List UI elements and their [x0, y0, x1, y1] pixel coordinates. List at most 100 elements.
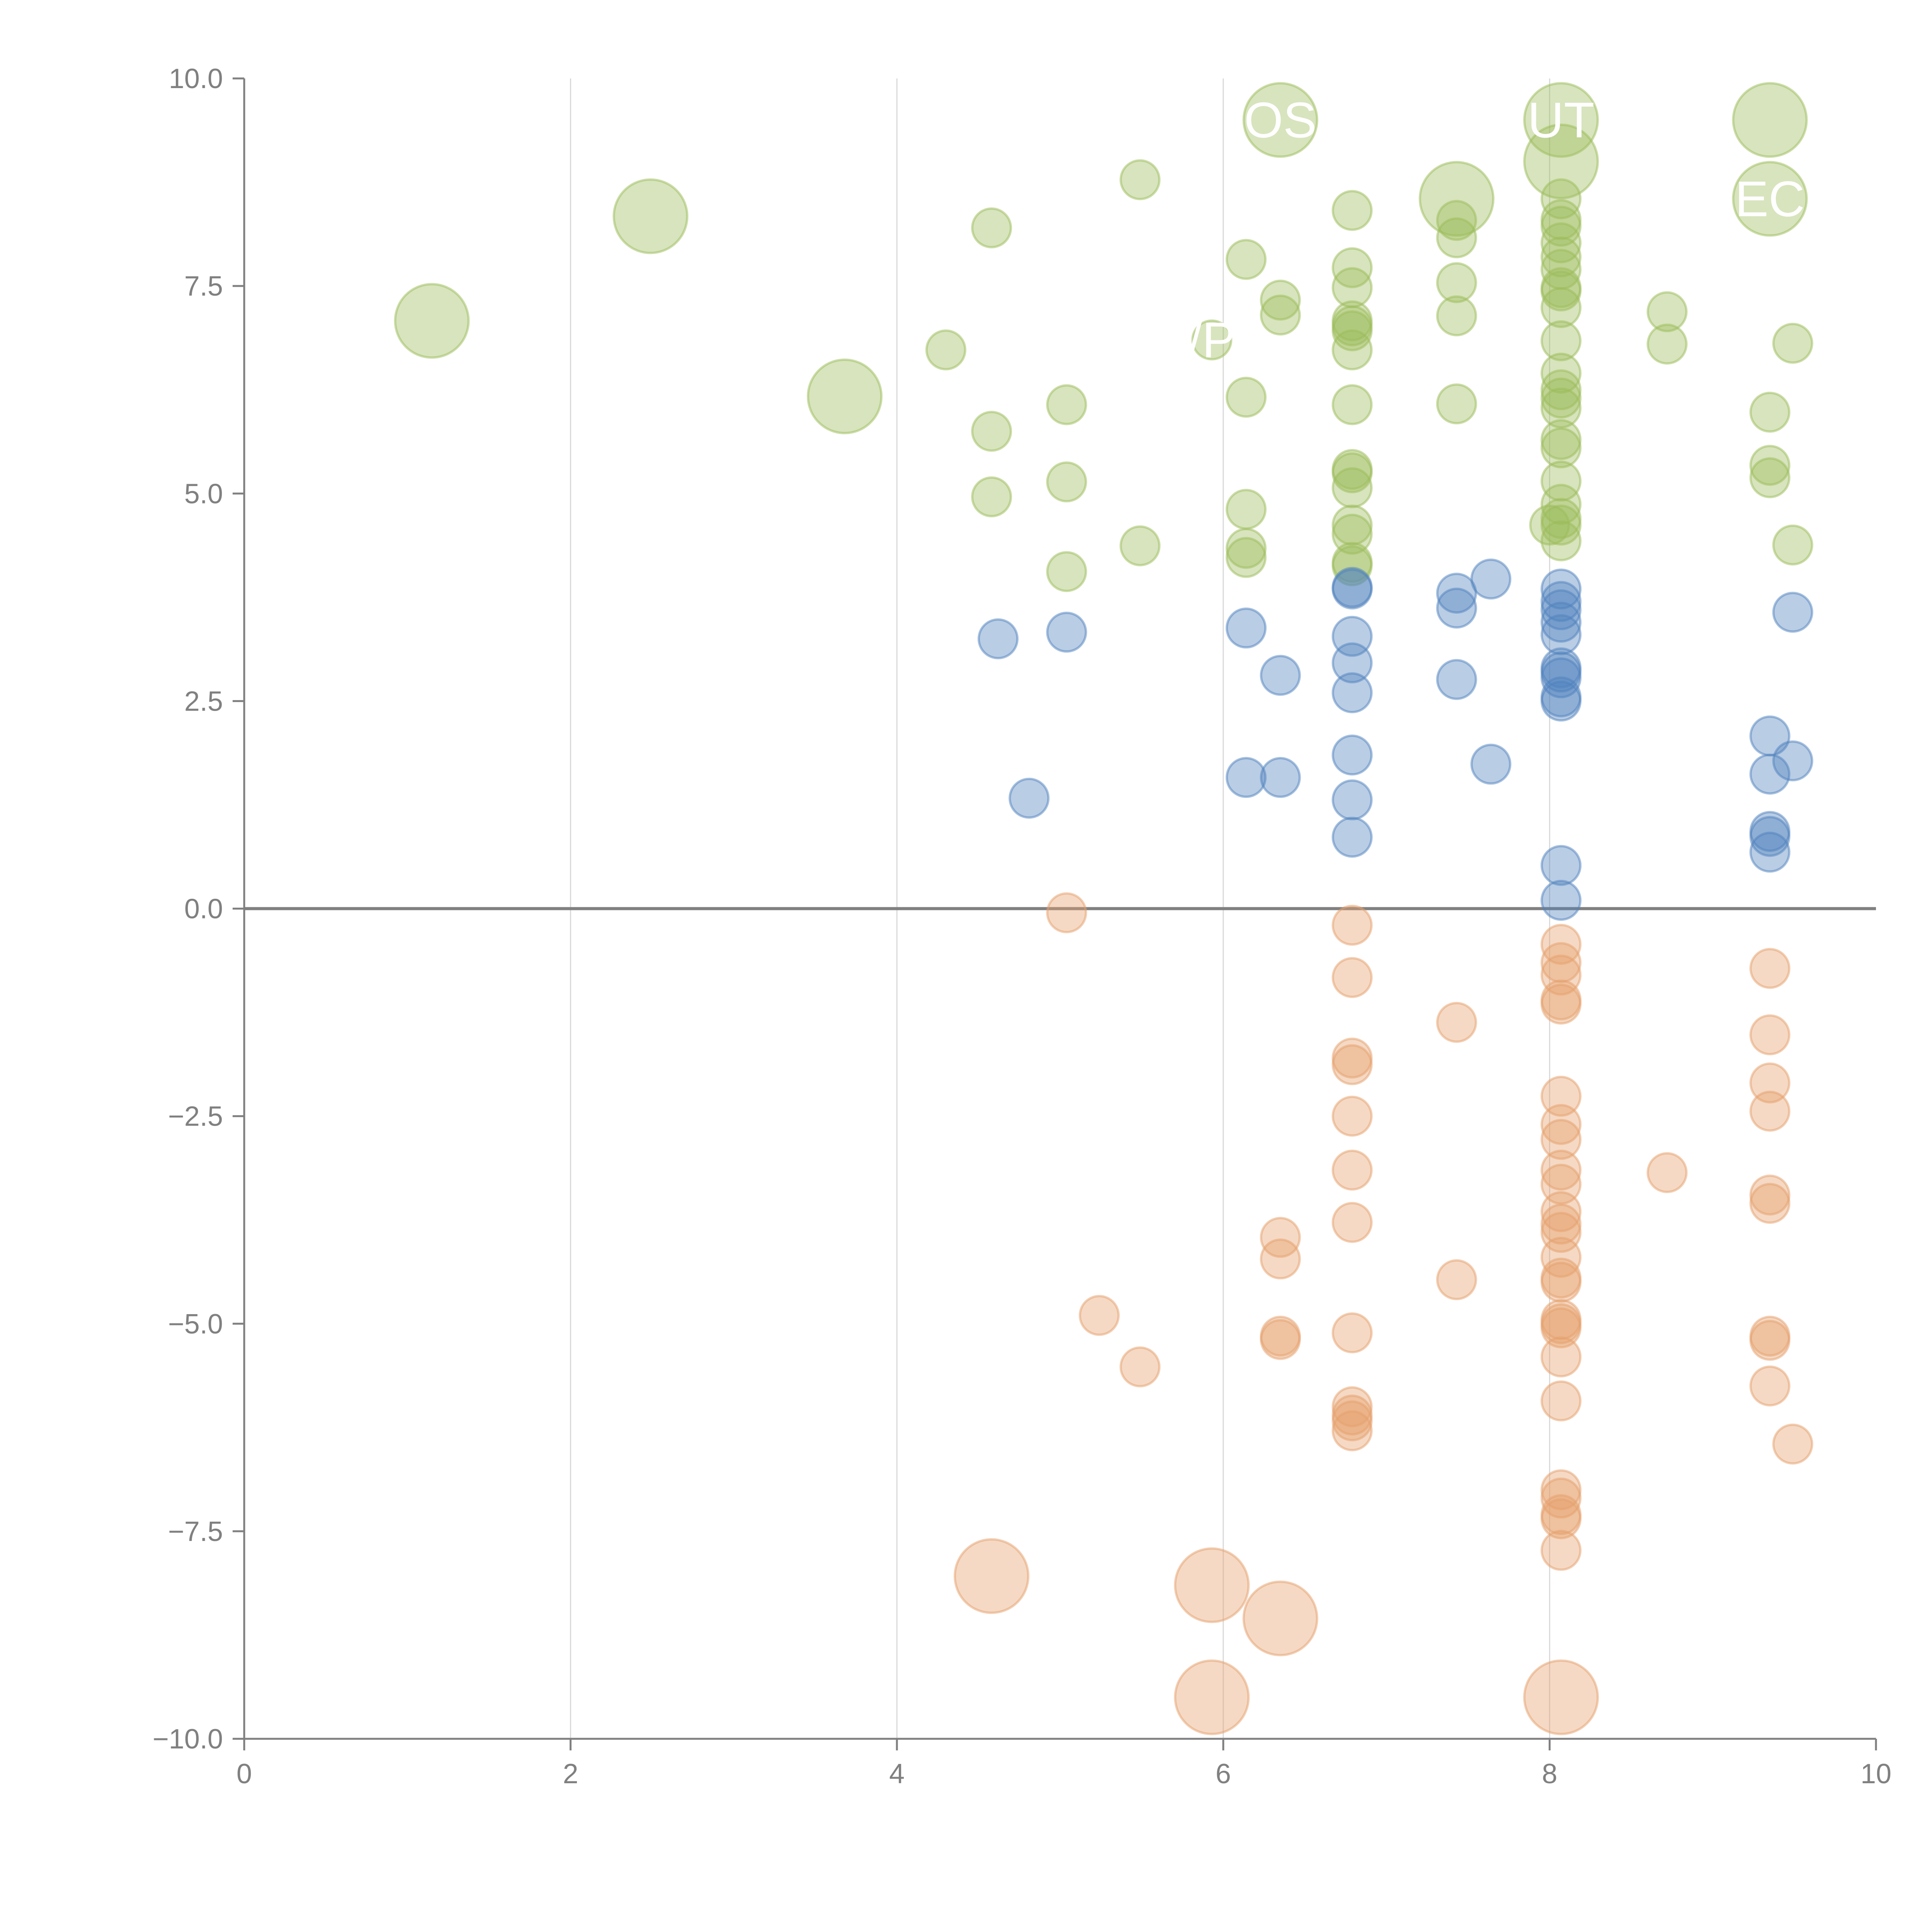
data-point-positive-high — [1119, 525, 1161, 566]
data-point-positive-high — [1732, 161, 1808, 237]
data-point-negative — [1749, 948, 1791, 989]
y-tick-label: −7.5 — [168, 1516, 223, 1547]
data-point-positive-low — [1540, 614, 1582, 655]
data-point-positive-low — [1436, 573, 1477, 614]
bubble-label: UT — [1527, 92, 1594, 148]
y-tick-label: 2.5 — [184, 686, 223, 717]
data-point-positive-high — [1540, 287, 1582, 328]
data-point-negative — [1540, 1336, 1582, 1378]
data-point-positive-high — [1225, 489, 1267, 530]
data-point-positive-low — [1540, 680, 1582, 722]
data-point-negative — [1174, 1659, 1250, 1735]
axes — [233, 77, 1877, 1750]
data-point-positive-high — [1772, 524, 1813, 566]
data-point-negative — [1749, 1062, 1791, 1104]
data-point-positive-low — [1332, 672, 1373, 713]
data-point-negative — [1540, 942, 1582, 983]
data-point-positive-high — [1332, 329, 1373, 371]
data-point-negative — [1540, 983, 1582, 1025]
data-point-positive-high — [1191, 319, 1233, 361]
data-point-positive-low — [1540, 602, 1582, 643]
data-point-positive-low — [978, 618, 1019, 660]
data-point-positive-high — [1540, 484, 1582, 525]
data-point-negative — [1540, 1119, 1582, 1160]
y-tick-label: 5.0 — [184, 478, 223, 509]
data-point-negative — [1540, 1477, 1582, 1519]
data-point-positive-low — [1332, 568, 1373, 610]
data-point-positive-high — [1732, 82, 1808, 158]
data-point-positive-high — [1242, 82, 1318, 158]
data-point-positive-high — [1540, 270, 1582, 312]
data-point-positive-high — [1436, 262, 1477, 303]
data-point-negative — [1332, 1410, 1373, 1451]
data-point-positive-low — [1749, 816, 1791, 857]
data-point-positive-high — [1225, 537, 1267, 578]
data-point-positive-high — [1540, 352, 1582, 394]
data-point-negative — [1540, 1191, 1582, 1232]
data-point-positive-high — [1046, 384, 1087, 425]
data-point-positive-high — [1046, 551, 1087, 592]
data-point-positive-high — [1523, 123, 1599, 199]
data-point-positive-low — [1225, 607, 1267, 649]
y-tick-label: −10.0 — [153, 1724, 223, 1755]
data-point-positive-high — [1260, 294, 1301, 336]
x-tick-label: 10 — [1861, 1759, 1891, 1789]
data-point-positive-low — [1540, 589, 1582, 631]
data-point-positive-high — [925, 329, 966, 371]
data-point-negative — [1119, 1346, 1161, 1388]
data-point-positive-high — [1046, 461, 1087, 503]
bubble-label: OS — [1244, 92, 1317, 148]
data-point-positive-high — [1540, 427, 1582, 469]
data-point-positive-low — [1046, 612, 1087, 653]
data-point-negative — [1332, 1312, 1373, 1354]
data-point-positive-low — [1772, 592, 1813, 633]
data-point-positive-low — [1436, 659, 1477, 700]
data-point-positive-low — [1332, 816, 1373, 858]
data-point-negative — [1646, 1152, 1688, 1193]
data-point-negative — [1332, 1400, 1373, 1442]
data-point-negative — [1242, 1580, 1318, 1656]
data-point-positive-high — [1225, 528, 1267, 569]
data-point-negative — [1078, 1295, 1120, 1336]
data-point-positive-high — [1225, 239, 1267, 280]
data-point-positive-high — [1540, 461, 1582, 502]
data-point-negative — [1332, 905, 1373, 946]
data-point-positive-high — [971, 207, 1012, 248]
data-point-positive-low — [1332, 735, 1373, 776]
y-tick-label: 0.0 — [184, 894, 223, 925]
data-point-positive-high — [1529, 504, 1570, 546]
data-point-positive-high — [1119, 159, 1161, 201]
data-point-negative — [1749, 1014, 1791, 1056]
data-point-negative — [1772, 1423, 1813, 1465]
data-point-positive-high — [1749, 391, 1791, 433]
data-point-positive-high — [1772, 323, 1813, 364]
data-point-positive-high — [1646, 323, 1688, 365]
data-point-positive-high — [1540, 236, 1582, 277]
data-point-positive-low — [1470, 743, 1512, 785]
data-point-negative — [1332, 957, 1373, 998]
data-point-negative — [1260, 1319, 1301, 1360]
data-point-negative — [1436, 1002, 1477, 1043]
data-point-positive-high — [1332, 452, 1373, 493]
data-point-positive-high — [394, 283, 470, 359]
data-point-positive-low — [1225, 757, 1267, 798]
data-point-positive-low — [1260, 655, 1301, 696]
data-point-positive-high — [971, 411, 1012, 452]
data-point-negative — [1749, 1183, 1791, 1224]
data-point-negative — [1540, 1307, 1582, 1349]
data-point-positive-low — [1470, 558, 1512, 600]
data-point-positive-high — [1540, 378, 1582, 419]
data-point-negative — [1332, 1150, 1373, 1191]
data-point-positive-high — [1332, 504, 1373, 546]
data-point-negative — [1332, 1095, 1373, 1137]
data-point-positive-high — [1332, 190, 1373, 231]
data-point-positive-high — [1540, 206, 1582, 247]
data-point-positive-high — [1523, 82, 1599, 158]
x-tick-label: 6 — [1216, 1759, 1231, 1789]
data-point-negative — [1749, 1365, 1791, 1406]
x-tick-label: 8 — [1542, 1759, 1557, 1789]
y-tick-label: −2.5 — [168, 1101, 223, 1132]
data-point-positive-high — [1260, 279, 1301, 321]
data-point-negative — [1540, 1076, 1582, 1117]
data-point-positive-high — [1332, 545, 1373, 587]
